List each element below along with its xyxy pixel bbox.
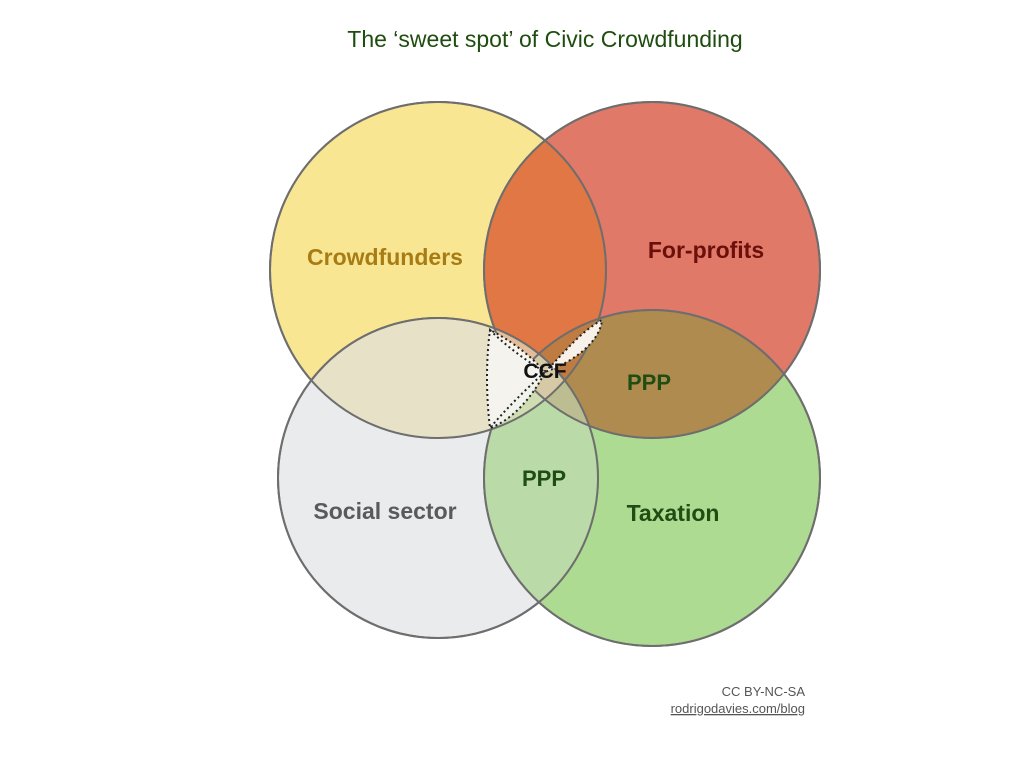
- ccf-sweet-spot: [486, 318, 604, 431]
- social-sector-taxation-overlap: [484, 318, 598, 638]
- ccf-label: CCF: [523, 360, 566, 383]
- crowdfunders-label: Crowdfunders: [307, 244, 463, 270]
- ppp-label-right: PPP: [627, 370, 671, 395]
- diagram-title: The ‘sweet spot’ of Civic Crowdfunding: [347, 26, 742, 52]
- blog-link[interactable]: rodrigodavies.com/blog: [671, 701, 805, 716]
- for-profits-label: For-profits: [648, 237, 764, 263]
- ppp-label-bottom: PPP: [522, 466, 566, 491]
- taxation-label: Taxation: [627, 500, 720, 526]
- license-text: CC BY-NC-SA: [722, 684, 806, 699]
- social-sector-label: Social sector: [313, 498, 456, 524]
- circle-outlines: [269, 101, 821, 647]
